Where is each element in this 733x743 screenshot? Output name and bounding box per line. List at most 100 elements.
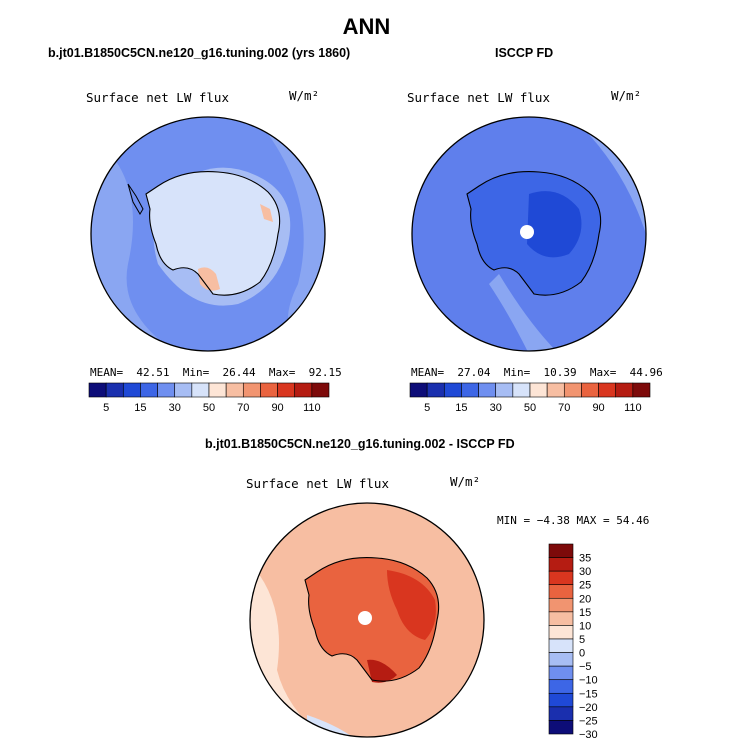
panel1-colorbar-swatch-8 [225,382,244,398]
panel1-colorbar-swatch-5 [174,382,193,398]
panel3-polar-map [249,502,485,738]
panel2-colorbar-swatch-6 [512,382,531,398]
panel3-tick-label-8: −5 [579,661,592,673]
panel1-map-border [90,116,326,352]
panel2-colorbar-swatch-11 [598,382,617,398]
panel3-warm-core-south [367,659,397,683]
panel3-case-title: b.jt01.B1850C5CN.ne120_g16.tuning.002 - … [205,437,515,451]
panel3-tick-label-13: −30 [579,729,598,738]
panel1-colorbar-tick-label-4: 70 [237,402,249,414]
panel1-colorbar-swatch-7 [208,382,227,398]
panel2-colorbar-swatch-9 [563,382,582,398]
panel3-colorbar-swatch-0 [548,543,574,558]
panel1-stats: MEAN= 42.51 Min= 26.44 Max= 92.15 [90,366,342,379]
panel2-pole-mask [520,225,534,239]
panel3-tick-label-3: 20 [579,593,591,605]
panel1-max-label: Max= [268,366,296,379]
panel1-colorbar-swatch-13 [311,382,330,398]
panel2-colorbar-swatch-3 [461,382,479,398]
panel2-polar-map [411,116,647,352]
panel1-colorbar-swatch-3 [140,382,158,398]
panel3-map-border [249,502,485,738]
panel2-colorbar-swatch-12 [615,382,634,398]
panel3-colorbar-swatch-3 [548,584,574,599]
panel3-colorbar-swatch-13 [548,720,574,735]
panel2-colorbar-swatch-8 [546,382,565,398]
panel3-colorbar-swatch-7 [548,638,574,653]
panel3-tick-label-9: −10 [579,675,598,687]
panel2-cold-core [527,191,582,258]
panel2-map-border [411,116,647,352]
panel1-colorbar-swatch-0 [88,382,107,398]
panel2-colorbar-swatch-1 [426,382,445,398]
panel1-colorbar-swatch-6 [191,382,210,398]
panel3-tick-label-4: 15 [579,607,591,619]
panel3-tick-label-2: 25 [579,580,591,592]
panel1-colorbar-tick-label-0: 5 [103,402,109,414]
panel1-colorbar-tick-label-1: 15 [134,402,146,414]
panel3-units: W/m² [450,474,481,489]
panel3-pole-mask [358,611,372,625]
panel1-colorbar-tick-label-5: 90 [271,402,283,414]
panel2-min-label: Min= [503,366,531,379]
panel2-mean-value: 27.04 [457,366,491,379]
panel3-colorbar-swatch-8 [548,652,574,667]
panel2-colorbar-swatch-5 [495,382,514,398]
panel1-colorbar-tick-label-3: 50 [203,402,215,414]
panel3-colorbar-swatch-5 [548,611,574,626]
panel1-case-title: b.jt01.B1850C5CN.ne120_g16.tuning.002 (y… [48,46,351,60]
panel1-colorbar-swatch-2 [122,382,141,398]
panel2-max-value: 44.96 [629,366,663,379]
panel2-case-title: ISCCP FD [495,46,554,60]
panel3-field-label: Surface net LW flux [246,476,389,491]
panel2-units: W/m² [611,88,642,103]
panel1-warm-patch-east [260,204,273,222]
panel1-colorbar-swatch-9 [242,382,261,398]
panel3-tick-label-5: 10 [579,620,591,632]
panel2-colorbar-tick-label-2: 30 [490,402,502,414]
panel2-colorbar-swatch-7 [529,382,548,398]
panel1-mean-label: MEAN= [90,366,124,379]
panel1-units: W/m² [289,88,320,103]
panel2-stats: MEAN= 27.04 Min= 10.39 Max= 44.96 [411,366,663,379]
panel3-tick-label-7: 0 [579,648,585,660]
panel3-colorbar-swatch-11 [548,692,574,708]
panel1-min-label: Min= [182,366,210,379]
panel3-colorbar-swatch-6 [548,625,574,640]
panel1-warm-patch [198,267,220,291]
panel2-colorbar-swatch-0 [409,382,428,398]
panel1-colorbar-swatch-1 [105,382,124,398]
panel3-coastline [304,557,440,682]
panel3-colorbar-swatch-1 [548,557,574,572]
panel3-colorbar-swatch-12 [548,706,574,721]
panel2-colorbar-tick-label-3: 50 [524,402,536,414]
panel1-mean-value: 42.51 [136,366,170,379]
panel1-antarctica-field [146,171,280,296]
panel2-colorbar-swatch-2 [443,382,462,398]
panel1-colorbar-tick-label-6: 110 [303,402,321,414]
panel2-min-value: 10.39 [543,366,577,379]
panel2-colorbar-tick-label-0: 5 [424,402,430,414]
panel2-colorbar-swatch-4 [478,382,497,398]
panel3-tick-label-11: −20 [579,702,598,714]
panel2-colorbar-tick-label-1: 15 [455,402,467,414]
panel2-colorbar-swatch-13 [632,382,651,398]
panel1-min-value: 26.44 [222,366,256,379]
panel3-tick-label-6: 5 [579,634,585,646]
panel2-mean-label: MEAN= [411,366,445,379]
page-title: ANN [342,14,391,39]
panel3-warm-core [387,570,436,640]
panel2-ocean-band [489,274,559,351]
panel3-tick-label-0: 35 [579,553,591,565]
panel1-colorbar: 51530507090110130 [88,382,330,414]
panel2-colorbar-tick-label-5: 90 [592,402,604,414]
panel2-colorbar-tick-label-6: 110 [624,402,642,414]
panel2-coastline [466,171,602,296]
panel1-max-value: 92.15 [308,366,342,379]
panel2-field-label: Surface net LW flux [407,90,550,105]
panel2-colorbar: 51530507090110130 [409,382,651,414]
panel3-colorbar-swatch-9 [548,665,574,681]
panel1-polar-map [90,116,326,352]
panel1-peninsula-outline [127,183,144,215]
